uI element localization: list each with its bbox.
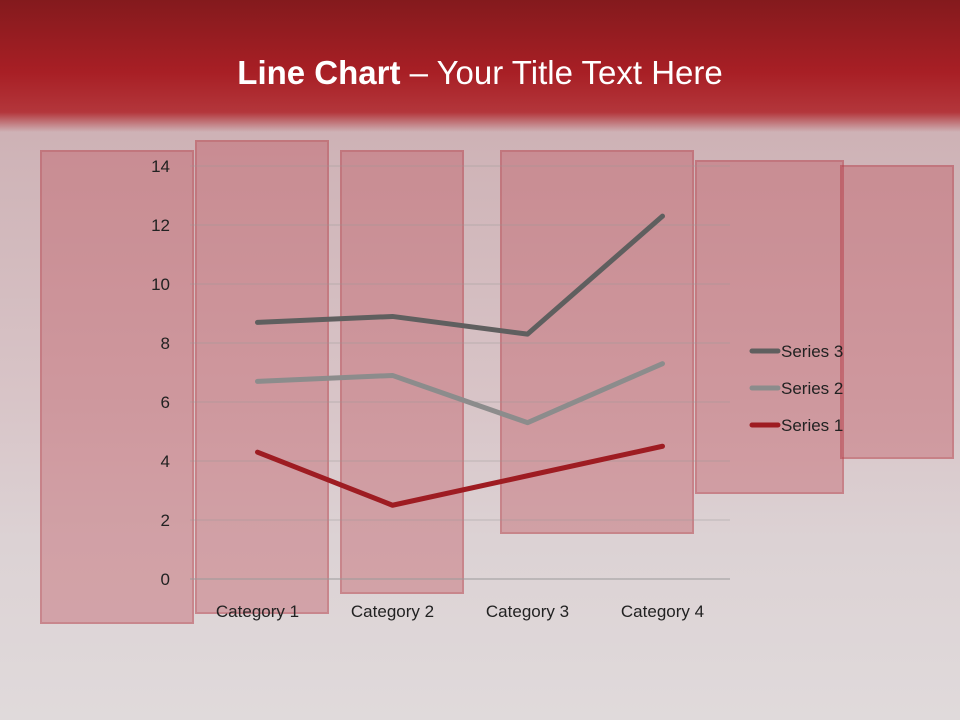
legend-label: Series 3: [781, 342, 843, 361]
y-tick-label: 12: [151, 216, 170, 235]
x-tick-label: Category 1: [216, 602, 299, 621]
legend-label: Series 1: [781, 416, 843, 435]
series-line-1: [255, 443, 665, 508]
legend-label: Series 2: [781, 379, 843, 398]
series-line-3: [255, 213, 665, 337]
slide-title: Line Chart – Your Title Text Here: [237, 54, 723, 91]
x-tick-label: Category 4: [621, 602, 704, 621]
y-tick-label: 2: [161, 511, 170, 530]
series-line-2: [255, 361, 665, 426]
y-tick-label: 0: [161, 570, 170, 589]
x-tick-label: Category 3: [486, 602, 569, 621]
y-tick-label: 6: [161, 393, 170, 412]
x-tick-label: Category 2: [351, 602, 434, 621]
y-tick-label: 14: [151, 157, 170, 176]
title-bar: Line Chart – Your Title Text Here: [0, 0, 960, 132]
y-tick-label: 8: [161, 334, 170, 353]
y-tick-label: 10: [151, 275, 170, 294]
y-tick-label: 4: [161, 452, 170, 471]
